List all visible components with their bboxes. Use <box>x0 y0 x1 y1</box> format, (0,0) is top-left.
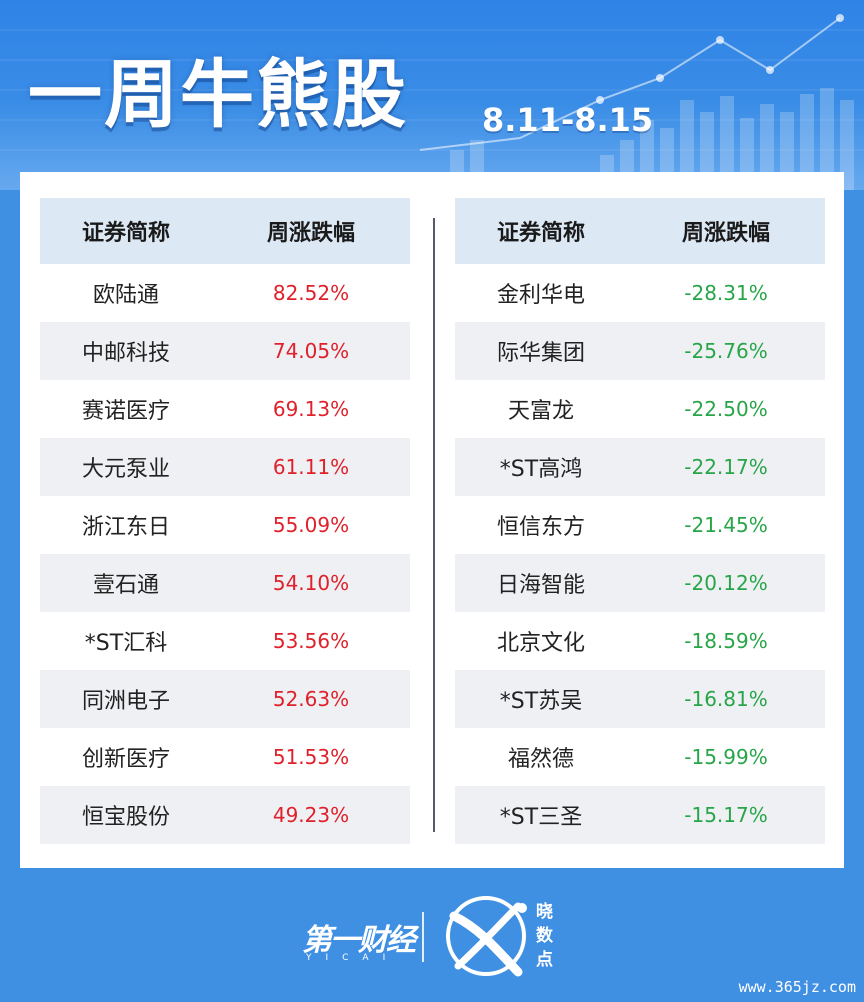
stock-change: -15.17% <box>684 803 768 827</box>
stock-change: -22.50% <box>684 397 768 421</box>
column-divider <box>433 218 435 832</box>
stock-name: 赛诺医疗 <box>81 399 170 424</box>
logo-text: 晓 数 点 <box>536 900 560 972</box>
table-row: 北京文化 -18.59% <box>455 612 825 670</box>
watermark: www.365jz.com <box>738 978 856 996</box>
stock-name: 浙江东日 <box>81 515 170 540</box>
column-header-name: 证券简称 <box>496 221 585 246</box>
stock-change: -22.17% <box>684 455 768 479</box>
stock-change: 49.23% <box>272 803 350 827</box>
logo-char: 晓 <box>536 902 553 922</box>
xiaoshudian-logo-icon <box>446 896 527 977</box>
stock-name: *ST高鸿 <box>499 457 583 482</box>
header-banner: 一周牛熊股 8.11-8.15 <box>0 0 864 190</box>
stock-change: 52.63% <box>272 687 350 711</box>
stock-change: -18.59% <box>684 629 768 653</box>
brand-logo-text: 第一财经 <box>302 923 416 958</box>
table-row: 浙江东日 55.09% <box>40 496 410 554</box>
stock-change: 53.56% <box>272 629 350 653</box>
logo-char: 点 <box>536 950 553 970</box>
table-row: 中邮科技 74.05% <box>40 322 410 380</box>
stock-name: 大元泵业 <box>81 457 170 482</box>
table-row: 恒信东方 -21.45% <box>455 496 825 554</box>
stock-name: 欧陆通 <box>92 283 159 308</box>
stock-name: *ST三圣 <box>499 805 583 830</box>
stock-name: 同洲电子 <box>81 689 170 714</box>
column-header-change: 周涨跌幅 <box>681 221 770 246</box>
page-title: 一周牛熊股 <box>28 52 408 138</box>
stock-name: 金利华电 <box>496 283 585 308</box>
table-row: 创新医疗 51.53% <box>40 728 410 786</box>
column-header-name: 证券简称 <box>81 221 170 246</box>
table-row: 日海智能 -20.12% <box>455 554 825 612</box>
stock-name: 天富龙 <box>507 399 574 424</box>
logo-char: 数 <box>536 926 553 946</box>
footer-divider <box>422 912 424 962</box>
stock-change: -15.99% <box>684 745 768 769</box>
stock-change: -21.45% <box>684 513 768 537</box>
stock-name: 恒宝股份 <box>81 805 170 830</box>
date-range: 8.11-8.15 <box>482 101 654 139</box>
stock-change: 61.11% <box>272 455 350 479</box>
stock-change: 69.13% <box>272 397 350 421</box>
stock-name: 北京文化 <box>496 631 585 656</box>
table-row: *ST汇科 53.56% <box>40 612 410 670</box>
stock-name: 日海智能 <box>496 573 585 598</box>
losers-table: 证券简称 周涨跌幅 金利华电 -28.31% 际华集团 -25.76% 天富龙 -22… <box>455 198 825 844</box>
table-row: 恒宝股份 49.23% <box>40 786 410 844</box>
stock-change: -28.31% <box>684 281 768 305</box>
table-row: 同洲电子 52.63% <box>40 670 410 728</box>
stock-name: 中邮科技 <box>81 341 170 366</box>
column-header-change: 周涨跌幅 <box>266 221 355 246</box>
table-row: 欧陆通 82.52% <box>40 264 410 322</box>
table-row: *ST高鸿 -22.17% <box>455 438 825 496</box>
stock-change: -16.81% <box>684 687 768 711</box>
table-row: *ST苏吴 -16.81% <box>455 670 825 728</box>
table-row: 际华集团 -25.76% <box>455 322 825 380</box>
table-row: *ST三圣 -15.17% <box>455 786 825 844</box>
brand-subtitle: YICAI <box>306 953 400 963</box>
stock-name: 壹石通 <box>92 573 159 598</box>
stock-name: 际华集团 <box>496 341 585 366</box>
stock-name: 恒信东方 <box>496 515 585 540</box>
stock-name: *ST汇科 <box>84 631 168 656</box>
stock-name: 福然德 <box>507 747 574 772</box>
table-row: 大元泵业 61.11% <box>40 438 410 496</box>
bar-chart-decoration-icon <box>0 14 864 190</box>
stock-name: 创新医疗 <box>81 747 170 772</box>
table-row: 金利华电 -28.31% <box>455 264 825 322</box>
stock-change: 74.05% <box>272 339 350 363</box>
table-row: 壹石通 54.10% <box>40 554 410 612</box>
stock-change: 54.10% <box>272 571 350 595</box>
stock-change: 55.09% <box>272 513 350 537</box>
table-header: 证券简称 周涨跌幅 <box>455 198 825 264</box>
table-row: 福然德 -15.99% <box>455 728 825 786</box>
table-header: 证券简称 周涨跌幅 <box>40 198 410 264</box>
table-row: 赛诺医疗 69.13% <box>40 380 410 438</box>
footer <box>0 868 864 1002</box>
stock-change: -25.76% <box>684 339 768 363</box>
table-row: 天富龙 -22.50% <box>455 380 825 438</box>
stock-change: 51.53% <box>272 745 350 769</box>
stock-change: -20.12% <box>684 571 768 595</box>
stock-change: 82.52% <box>272 281 350 305</box>
stock-name: *ST苏吴 <box>499 689 583 714</box>
gainers-table: 证券简称 周涨跌幅 欧陆通 82.52% 中邮科技 74.05% 赛诺医疗 69.13… <box>40 198 410 844</box>
